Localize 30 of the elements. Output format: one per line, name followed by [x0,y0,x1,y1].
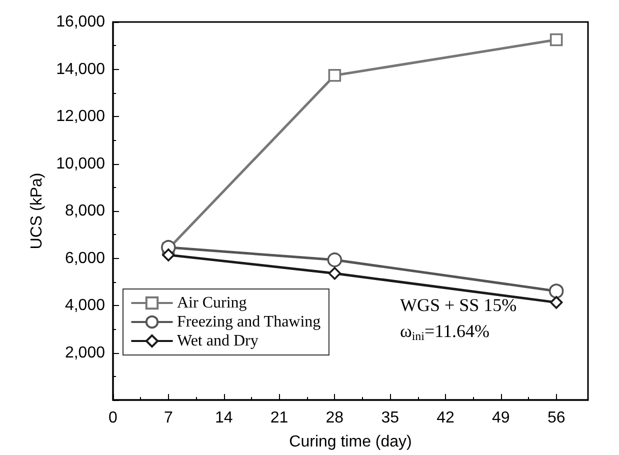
y-tick-label: 10,000 [56,155,106,172]
x-tick-label: 28 [326,410,344,426]
point [328,266,342,280]
y-tick-label: 6,000 [64,250,106,267]
x-tick-label: 0 [108,410,118,426]
y-tick-label: 16,000 [56,14,106,30]
x-tick-label: 21 [270,410,288,426]
y-tick-label: 2,000 [64,344,106,362]
legend-label: Freezing and Thawing [177,314,321,330]
x-tick-label: 56 [547,410,566,426]
y-tick-label: 14,000 [56,60,106,78]
legend-label: Wet and Dry [177,332,258,350]
point [328,68,342,82]
x-tick-label: 35 [381,410,400,426]
x-tick-label: 42 [436,410,454,426]
x-tick-label: 7 [164,410,173,426]
point [327,252,342,268]
legend-label: Air Curing [177,294,247,312]
y-tick-label: 12,000 [56,108,106,125]
y-axis-title: UCS (kPa) [28,172,46,250]
point [162,248,175,262]
point [550,296,563,309]
point [548,284,564,298]
x-tick-label: 49 [492,410,510,426]
point [550,33,563,46]
x-tick-label: 14 [214,410,233,426]
y-tick-label: 8,000 [64,202,106,220]
x-axis-title: Curing time (day) [289,434,412,450]
y-tick-label: 4,000 [64,297,106,314]
annotation: WGS + SS 15% [400,295,517,315]
